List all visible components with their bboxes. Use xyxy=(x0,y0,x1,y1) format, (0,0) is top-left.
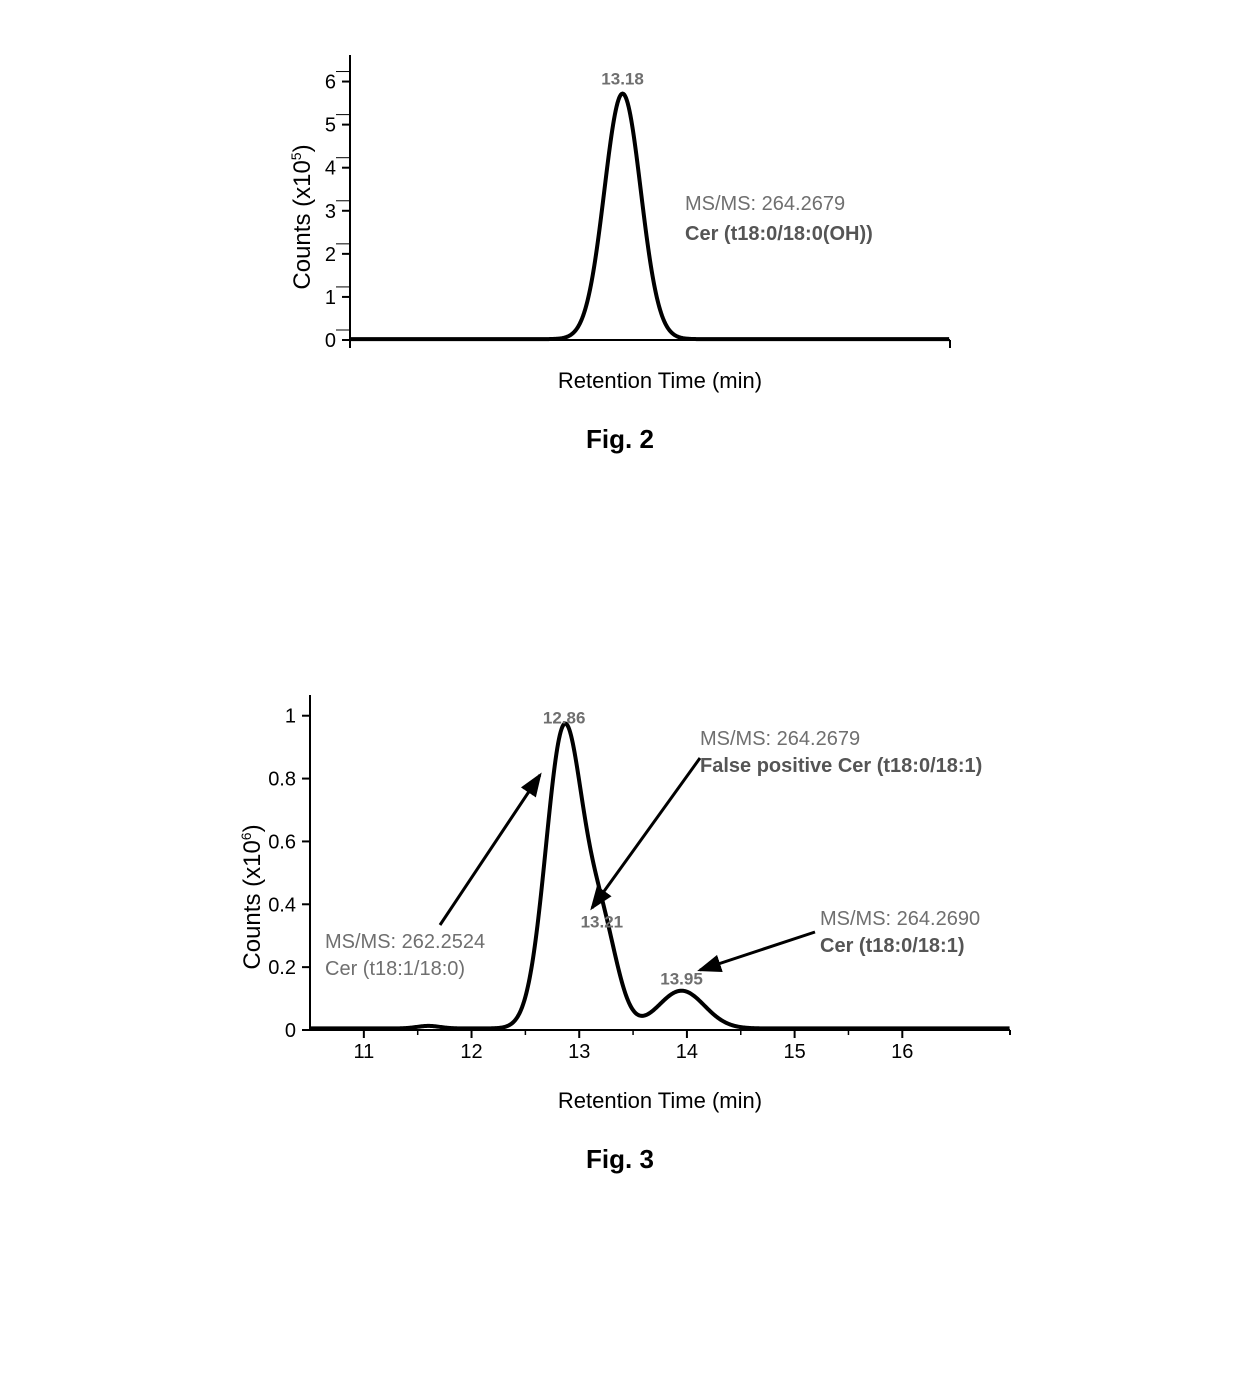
svg-text:MS/MS: 264.2690: MS/MS: 264.2690 xyxy=(820,908,980,930)
svg-text:3: 3 xyxy=(325,201,336,223)
fig3-y-axis-label: Counts (x106) xyxy=(238,824,267,969)
svg-text:13.21: 13.21 xyxy=(581,913,624,932)
fig3-ylab-exp: 6 xyxy=(238,832,254,840)
fig2-x-axis-label: Retention Time (min) xyxy=(290,368,1030,394)
fig3-ylab-prefix: Counts (x10 xyxy=(239,840,266,969)
fig2-caption: Fig. 2 xyxy=(210,424,1030,455)
fig3-caption: Fig. 3 xyxy=(160,1144,1080,1175)
fig2-chart-svg: 0 1 2 3 4 5 6 13.18 MS/MS: 264.2679 Cer (t18:0/18… xyxy=(290,40,990,360)
figure-3: Counts (x106) 00.20.40.60.81111213141516… xyxy=(160,680,1080,1175)
svg-text:1: 1 xyxy=(285,706,296,728)
svg-text:0.6: 0.6 xyxy=(268,831,296,853)
svg-text:1: 1 xyxy=(325,287,336,309)
figure-2: Counts (x105) 012345613.18MS/MS: 264.267… xyxy=(210,40,1030,455)
svg-text:MS/MS: 264.2679: MS/MS: 264.2679 xyxy=(685,193,845,215)
svg-text:Cer (t18:0/18:0(OH)): Cer (t18:0/18:0(OH)) xyxy=(685,223,873,245)
svg-text:0: 0 xyxy=(285,1020,296,1042)
svg-text:13: 13 xyxy=(568,1041,590,1063)
svg-text:0.8: 0.8 xyxy=(268,769,296,791)
svg-text:0.2: 0.2 xyxy=(268,957,296,979)
svg-text:11: 11 xyxy=(353,1041,374,1063)
svg-text:12: 12 xyxy=(460,1041,482,1063)
fig3-chart-svg: 00.20.40.60.8111121314151612.8613.2113.9… xyxy=(240,680,1040,1080)
svg-text:False positive Cer (t18:0/18:1: False positive Cer (t18:0/18:1) xyxy=(700,755,982,777)
svg-text:14: 14 xyxy=(676,1041,698,1063)
svg-text:Cer (t18:0/18:1): Cer (t18:0/18:1) xyxy=(820,935,965,957)
fig3-x-axis-label: Retention Time (min) xyxy=(240,1088,1080,1114)
svg-text:Cer (t18:1/18:0): Cer (t18:1/18:0) xyxy=(325,958,465,980)
svg-text:4: 4 xyxy=(325,158,336,180)
svg-text:MS/MS: 262.2524: MS/MS: 262.2524 xyxy=(325,931,485,953)
fig3-chart-wrapper: Counts (x106) 00.20.40.60.81111213141516… xyxy=(240,680,1080,1114)
svg-text:0.4: 0.4 xyxy=(268,894,296,916)
fig2-ylab-suffix: ) xyxy=(289,144,316,152)
svg-text:16: 16 xyxy=(891,1041,913,1063)
fig2-y-axis-label: Counts (x105) xyxy=(288,144,317,289)
fig2-ylab-exp: 5 xyxy=(288,152,304,160)
svg-text:13.95: 13.95 xyxy=(660,969,703,988)
svg-text:13.18: 13.18 xyxy=(601,69,644,88)
svg-text:2: 2 xyxy=(325,244,336,266)
svg-text:MS/MS: 264.2679: MS/MS: 264.2679 xyxy=(700,728,860,750)
svg-text:0: 0 xyxy=(325,330,336,352)
fig2-ylab-prefix: Counts (x10 xyxy=(289,160,316,289)
svg-text:5: 5 xyxy=(325,115,336,137)
svg-text:15: 15 xyxy=(783,1041,805,1063)
svg-text:12.86: 12.86 xyxy=(543,708,586,727)
fig2-chart-wrapper: Counts (x105) 012345613.18MS/MS: 264.267… xyxy=(290,40,1030,394)
svg-text:6: 6 xyxy=(325,72,336,94)
fig3-ylab-suffix: ) xyxy=(239,824,266,832)
